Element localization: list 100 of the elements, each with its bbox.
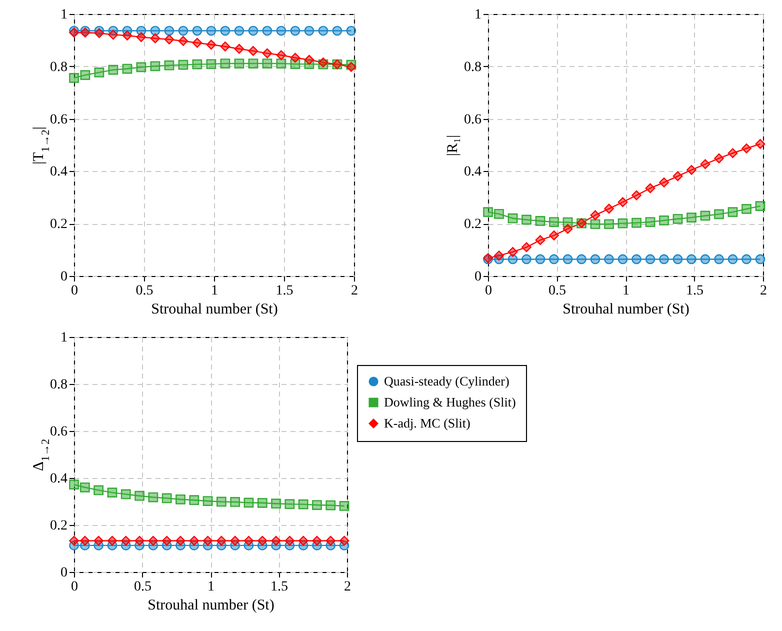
point [176, 536, 186, 546]
point [69, 480, 79, 490]
point [700, 210, 710, 221]
point [522, 254, 532, 264]
point [107, 536, 118, 546]
point [645, 183, 656, 194]
point [120, 536, 131, 546]
point [257, 536, 268, 546]
point [136, 62, 146, 72]
point [276, 26, 286, 36]
x-axis-title: Strouhal number (St) [562, 302, 690, 318]
point [271, 536, 281, 546]
point [234, 44, 244, 54]
x-tick-label: 2 [351, 284, 358, 298]
point [192, 59, 202, 70]
point [700, 254, 710, 264]
point [176, 494, 186, 504]
point [535, 254, 546, 264]
y-tick-label: 0 [60, 270, 68, 284]
point [714, 254, 724, 264]
y-tick-label: 0.6 [50, 112, 68, 128]
point [202, 536, 213, 546]
x-axis-title: Strouhal number (St) [151, 302, 278, 318]
point [192, 26, 202, 36]
point [326, 500, 336, 510]
x-tick-label: 2 [344, 580, 351, 594]
y-tick-label: 1 [474, 8, 482, 22]
point [535, 235, 546, 246]
point [202, 496, 213, 506]
point [262, 26, 272, 36]
point [257, 498, 268, 508]
point [535, 216, 546, 226]
point [276, 58, 286, 68]
point [178, 36, 188, 46]
x-tick-label: 0 [71, 580, 78, 594]
point [162, 536, 172, 546]
point [304, 26, 314, 36]
point [346, 26, 356, 36]
x-tick-label: 1.5 [686, 284, 704, 298]
point [645, 217, 656, 227]
point [216, 536, 226, 546]
point [672, 214, 683, 224]
point [150, 26, 160, 36]
point [150, 33, 160, 44]
point [549, 217, 559, 227]
point [604, 254, 614, 264]
point [189, 495, 200, 506]
point [522, 242, 532, 252]
point [312, 500, 322, 510]
point [755, 201, 766, 211]
point [134, 490, 144, 501]
point [136, 32, 146, 42]
point [659, 178, 669, 188]
point [220, 42, 230, 52]
point [522, 214, 532, 225]
point [148, 492, 158, 502]
point [290, 26, 300, 36]
point [339, 536, 350, 546]
y-tick-label: 0.4 [464, 164, 482, 180]
point [590, 254, 600, 264]
point [318, 26, 328, 36]
point [230, 536, 240, 546]
point [220, 26, 230, 36]
x-tick-label: 1.5 [276, 284, 294, 298]
x-tick-label: 1.5 [270, 580, 288, 594]
point [206, 59, 216, 69]
point [590, 210, 600, 220]
point [192, 38, 202, 48]
point [659, 254, 669, 264]
legend-label: Quasi-steady (Cylinder) [384, 374, 510, 388]
point [216, 496, 226, 507]
point [728, 148, 738, 158]
point [164, 60, 174, 70]
point [164, 34, 174, 44]
point [108, 30, 118, 40]
point [148, 536, 158, 546]
point [494, 250, 504, 260]
point [120, 489, 131, 500]
y-tick-label: 0.4 [50, 472, 68, 486]
point [244, 536, 254, 546]
point [618, 197, 628, 208]
y-tick-label: 0.2 [464, 217, 482, 232]
point [755, 254, 766, 264]
x-tick-label: 1 [622, 284, 630, 298]
point [576, 254, 586, 264]
point [659, 216, 669, 226]
point [590, 219, 600, 230]
point [108, 64, 118, 75]
point [618, 218, 628, 228]
point [80, 536, 90, 546]
point [107, 488, 118, 498]
point [742, 254, 752, 264]
x-tick-label: 0 [71, 284, 78, 298]
y-tick-label: 0.8 [50, 378, 68, 392]
y-tick-label: 0.8 [50, 60, 68, 75]
point [312, 536, 322, 546]
x-tick-label: 0.5 [136, 284, 154, 298]
point [150, 61, 160, 72]
y-tick-label: 0.4 [50, 164, 68, 180]
legend-label: K-adj. MC (Slit) [384, 416, 470, 430]
